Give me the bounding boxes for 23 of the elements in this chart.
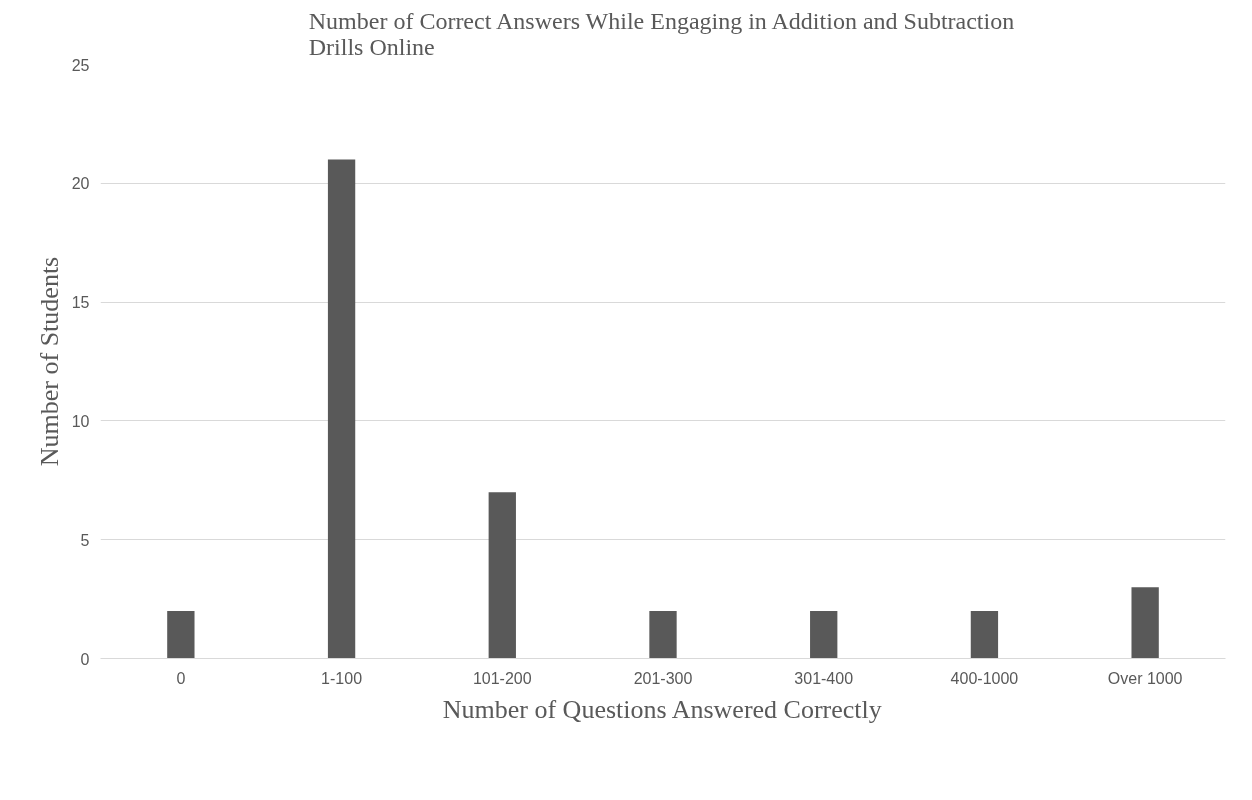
x-tick-label: 301-400 (794, 669, 854, 687)
bar (488, 492, 516, 659)
y-axis-title: Number of Students (34, 256, 64, 467)
bar (167, 610, 195, 659)
x-axis-title: Number of Questions Answered Correctly (442, 694, 882, 724)
x-tick-label: 400-1000 (950, 669, 1019, 687)
y-tick-label: 20 (71, 175, 90, 193)
bar (1131, 587, 1159, 659)
x-tick-label: 0 (176, 669, 186, 687)
x-tick-label: 1-100 (321, 669, 363, 687)
y-tick-label: 5 (80, 531, 90, 549)
y-tick-label: 15 (71, 294, 90, 312)
bar (649, 610, 677, 659)
x-tick-label: 201-300 (633, 669, 693, 687)
x-tick-label: 101-200 (472, 669, 532, 687)
x-tick-label: Over 1000 (1107, 669, 1183, 687)
bar (810, 610, 838, 659)
chart-title: Number of Correct Answers While Engaging in Addition and Subtraction Drills Online (308, 7, 1015, 60)
y-tick-label: 10 (71, 412, 90, 430)
bar (327, 159, 356, 659)
y-tick-label: 25 (71, 56, 90, 74)
y-tick-label: 0 (80, 650, 90, 668)
bar (970, 610, 999, 659)
